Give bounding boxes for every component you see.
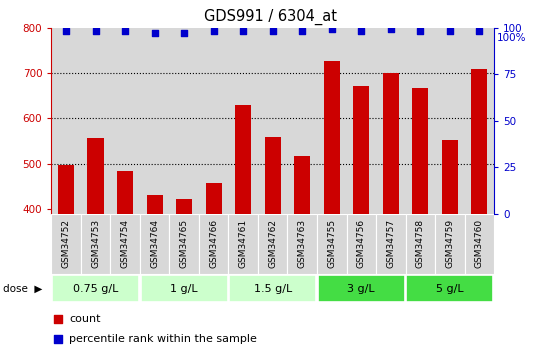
Bar xyxy=(317,214,347,274)
Text: 0.75 g/L: 0.75 g/L xyxy=(73,284,118,294)
Bar xyxy=(228,28,258,214)
Bar xyxy=(52,275,139,303)
Bar xyxy=(110,214,140,274)
Bar xyxy=(406,214,435,274)
Bar xyxy=(464,28,494,214)
Bar xyxy=(235,105,251,214)
Text: 1.5 g/L: 1.5 g/L xyxy=(254,284,292,294)
Point xyxy=(387,27,395,32)
Bar xyxy=(117,171,133,214)
Point xyxy=(298,29,307,34)
Text: GSM34765: GSM34765 xyxy=(180,219,188,268)
Text: count: count xyxy=(69,314,100,324)
Point xyxy=(150,30,159,36)
Text: GSM34755: GSM34755 xyxy=(327,219,336,268)
Point xyxy=(357,29,366,34)
Text: GSM34756: GSM34756 xyxy=(357,219,366,268)
Bar xyxy=(230,275,316,303)
Bar xyxy=(81,214,110,274)
Point xyxy=(475,29,484,34)
Text: percentile rank within the sample: percentile rank within the sample xyxy=(69,334,257,344)
Bar xyxy=(146,195,163,214)
Point xyxy=(180,30,188,36)
Bar xyxy=(265,137,281,214)
Bar xyxy=(140,28,170,214)
Text: 5 g/L: 5 g/L xyxy=(436,284,464,294)
Text: GSM34763: GSM34763 xyxy=(298,219,307,268)
Text: GSM34753: GSM34753 xyxy=(91,219,100,268)
Bar xyxy=(383,73,399,214)
Bar xyxy=(287,214,317,274)
Bar xyxy=(353,86,369,214)
Point xyxy=(416,29,424,34)
Text: GSM34759: GSM34759 xyxy=(446,219,454,268)
Text: 3 g/L: 3 g/L xyxy=(347,284,375,294)
Bar xyxy=(51,28,81,214)
Bar xyxy=(407,275,493,303)
Text: GSM34761: GSM34761 xyxy=(239,219,248,268)
Text: 1 g/L: 1 g/L xyxy=(170,284,198,294)
Point xyxy=(268,29,277,34)
Bar xyxy=(318,275,404,303)
Bar xyxy=(258,28,287,214)
Point xyxy=(239,29,247,34)
Bar xyxy=(464,214,494,274)
Point xyxy=(91,29,100,34)
Text: GSM34762: GSM34762 xyxy=(268,219,277,268)
Text: GSM34757: GSM34757 xyxy=(386,219,395,268)
Point xyxy=(62,29,70,34)
Point xyxy=(121,29,130,34)
Bar xyxy=(176,199,192,214)
Point xyxy=(329,242,338,248)
Bar xyxy=(81,28,110,214)
Text: GDS991 / 6304_at: GDS991 / 6304_at xyxy=(204,9,336,25)
Bar xyxy=(347,28,376,214)
Bar xyxy=(170,214,199,274)
Text: dose  ▶: dose ▶ xyxy=(3,284,42,294)
Bar xyxy=(294,156,310,214)
Bar xyxy=(435,28,464,214)
Bar xyxy=(435,214,464,274)
Bar xyxy=(110,28,140,214)
Text: 100%: 100% xyxy=(497,33,526,43)
Bar xyxy=(228,214,258,274)
Bar xyxy=(199,28,228,214)
Bar xyxy=(170,28,199,214)
Text: GSM34758: GSM34758 xyxy=(416,219,425,268)
Bar xyxy=(376,28,406,214)
Bar xyxy=(412,88,428,214)
Point xyxy=(329,54,338,60)
Text: GSM34752: GSM34752 xyxy=(62,219,71,268)
Bar xyxy=(376,214,406,274)
Bar xyxy=(140,214,170,274)
Text: GSM34766: GSM34766 xyxy=(209,219,218,268)
Point xyxy=(210,29,218,34)
Bar xyxy=(442,140,458,214)
Text: GSM34764: GSM34764 xyxy=(150,219,159,268)
Point xyxy=(327,27,336,32)
Bar xyxy=(471,69,488,214)
Text: GSM34760: GSM34760 xyxy=(475,219,484,268)
Bar xyxy=(51,214,81,274)
Bar xyxy=(87,138,104,214)
Bar xyxy=(258,214,287,274)
Bar xyxy=(199,214,228,274)
Bar xyxy=(206,184,222,214)
Point xyxy=(446,29,454,34)
Bar xyxy=(287,28,317,214)
Bar xyxy=(58,165,74,214)
Text: GSM34754: GSM34754 xyxy=(120,219,130,268)
Bar xyxy=(406,28,435,214)
Bar xyxy=(317,28,347,214)
Bar xyxy=(323,61,340,214)
Bar xyxy=(347,214,376,274)
Bar xyxy=(141,275,227,303)
